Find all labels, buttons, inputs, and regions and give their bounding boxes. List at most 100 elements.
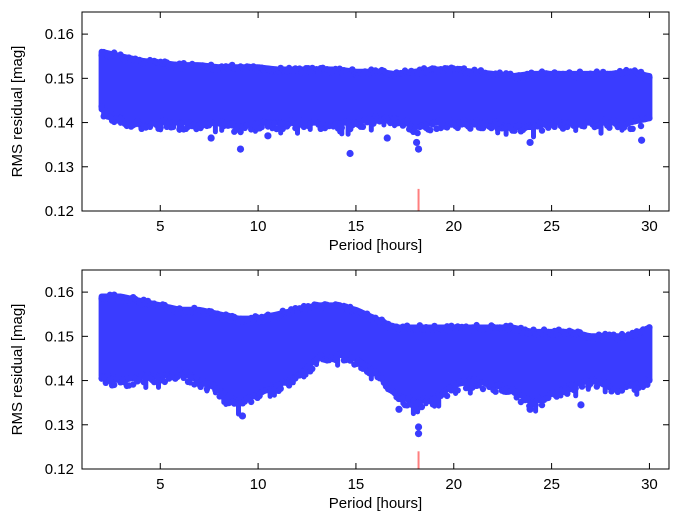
x-tick-label: 15 <box>348 218 365 235</box>
data-point <box>391 389 398 396</box>
x-tick-label: 10 <box>250 218 267 235</box>
x-tick-label: 5 <box>156 476 164 493</box>
data-point <box>646 324 653 331</box>
data-point <box>473 117 480 124</box>
data-point <box>629 125 636 132</box>
outlier-point <box>638 136 646 144</box>
x-tick-label: 25 <box>543 218 560 235</box>
data-point <box>176 366 183 373</box>
data-point <box>446 327 453 335</box>
data-point <box>479 385 487 393</box>
data-point <box>414 129 421 137</box>
data-point <box>524 395 531 403</box>
data-point <box>646 74 653 81</box>
y-axis-title: RMS residual [mag] <box>9 304 26 436</box>
data-point <box>170 123 177 131</box>
outlier-point <box>264 132 272 140</box>
x-tick-label: 20 <box>445 476 462 493</box>
outlier-point <box>236 145 245 153</box>
outlier-point <box>414 430 423 438</box>
data-point <box>513 394 520 401</box>
y-tick-label: 0.16 <box>45 26 74 43</box>
plot-frame <box>81 269 670 470</box>
outlier-point <box>577 401 585 409</box>
data-point <box>226 391 234 398</box>
y-tick-label: 0.15 <box>45 328 74 345</box>
data-point <box>193 374 200 381</box>
data-point <box>248 398 255 406</box>
data-point <box>180 374 187 381</box>
outlier-point <box>395 405 403 413</box>
data-point <box>467 125 474 132</box>
y-tick-label: 0.15 <box>45 70 74 87</box>
outlier-point <box>414 145 423 153</box>
outlier-point <box>383 134 391 142</box>
data-point <box>361 362 369 369</box>
data-point <box>574 74 581 81</box>
data-point <box>460 65 468 72</box>
y-tick-label: 0.12 <box>45 203 74 220</box>
data-point <box>165 119 173 126</box>
outlier-point <box>238 412 247 420</box>
x-axis-title: Period [hours] <box>329 495 422 512</box>
data-point <box>511 127 518 134</box>
y-tick-label: 0.12 <box>45 461 74 478</box>
y-tick-label: 0.14 <box>45 115 74 132</box>
data-point <box>492 388 499 395</box>
data-point <box>403 117 411 125</box>
data-point <box>625 120 632 127</box>
data-point <box>309 365 316 372</box>
y-tick-label: 0.13 <box>45 159 74 176</box>
data-point <box>646 114 653 122</box>
outlier-point <box>526 405 534 413</box>
chart-panel-1: 5 10 15 20 25 30 0.12 0.13 0.14 0.15 0.16 Period [h… <box>9 11 670 254</box>
data-point <box>372 368 379 375</box>
x-tick-label: 30 <box>641 476 658 493</box>
x-tick-label: 20 <box>445 218 462 235</box>
x-tick-label: 25 <box>543 476 560 493</box>
data-point <box>488 379 495 386</box>
series-points <box>98 291 653 438</box>
data-point <box>646 376 653 384</box>
data-point <box>602 116 609 124</box>
data-point <box>496 381 503 388</box>
data-point <box>144 297 152 305</box>
data-point <box>555 117 562 125</box>
plot-frame <box>81 11 670 212</box>
data-point <box>229 120 236 127</box>
data-point <box>471 327 478 335</box>
x-tick-label: 15 <box>348 476 365 493</box>
data-point <box>454 124 461 132</box>
y-tick-label: 0.14 <box>45 373 74 390</box>
data-point <box>538 401 546 409</box>
outlier-point <box>225 399 233 407</box>
data-point <box>443 392 451 400</box>
data-point <box>637 122 645 130</box>
data-point <box>471 375 478 383</box>
x-tick-label: 30 <box>641 218 658 235</box>
data-point <box>237 128 244 136</box>
data-point <box>578 383 586 390</box>
data-point <box>551 123 558 130</box>
data-point <box>349 354 356 362</box>
y-tick-label: 0.13 <box>45 417 74 434</box>
outlier-point <box>412 138 421 147</box>
chart-panel-2: 5 10 15 20 25 30 0.12 0.13 0.14 0.15 0.16 Period [h… <box>9 269 670 512</box>
data-point <box>418 403 426 411</box>
data-point <box>427 127 434 134</box>
data-point <box>446 116 453 123</box>
data-point <box>344 350 352 358</box>
data-point <box>454 387 461 394</box>
series-points <box>98 48 653 158</box>
data-point <box>359 123 367 130</box>
y-axis-title: RMS residual [mag] <box>9 46 26 178</box>
data-point <box>606 124 613 131</box>
data-point <box>538 127 546 134</box>
data-point <box>258 123 265 131</box>
data-point <box>519 392 527 399</box>
data-point <box>515 388 522 395</box>
outlier-point <box>346 149 354 158</box>
outlier-point <box>414 423 423 431</box>
x-axis-title: Period [hours] <box>329 237 422 254</box>
